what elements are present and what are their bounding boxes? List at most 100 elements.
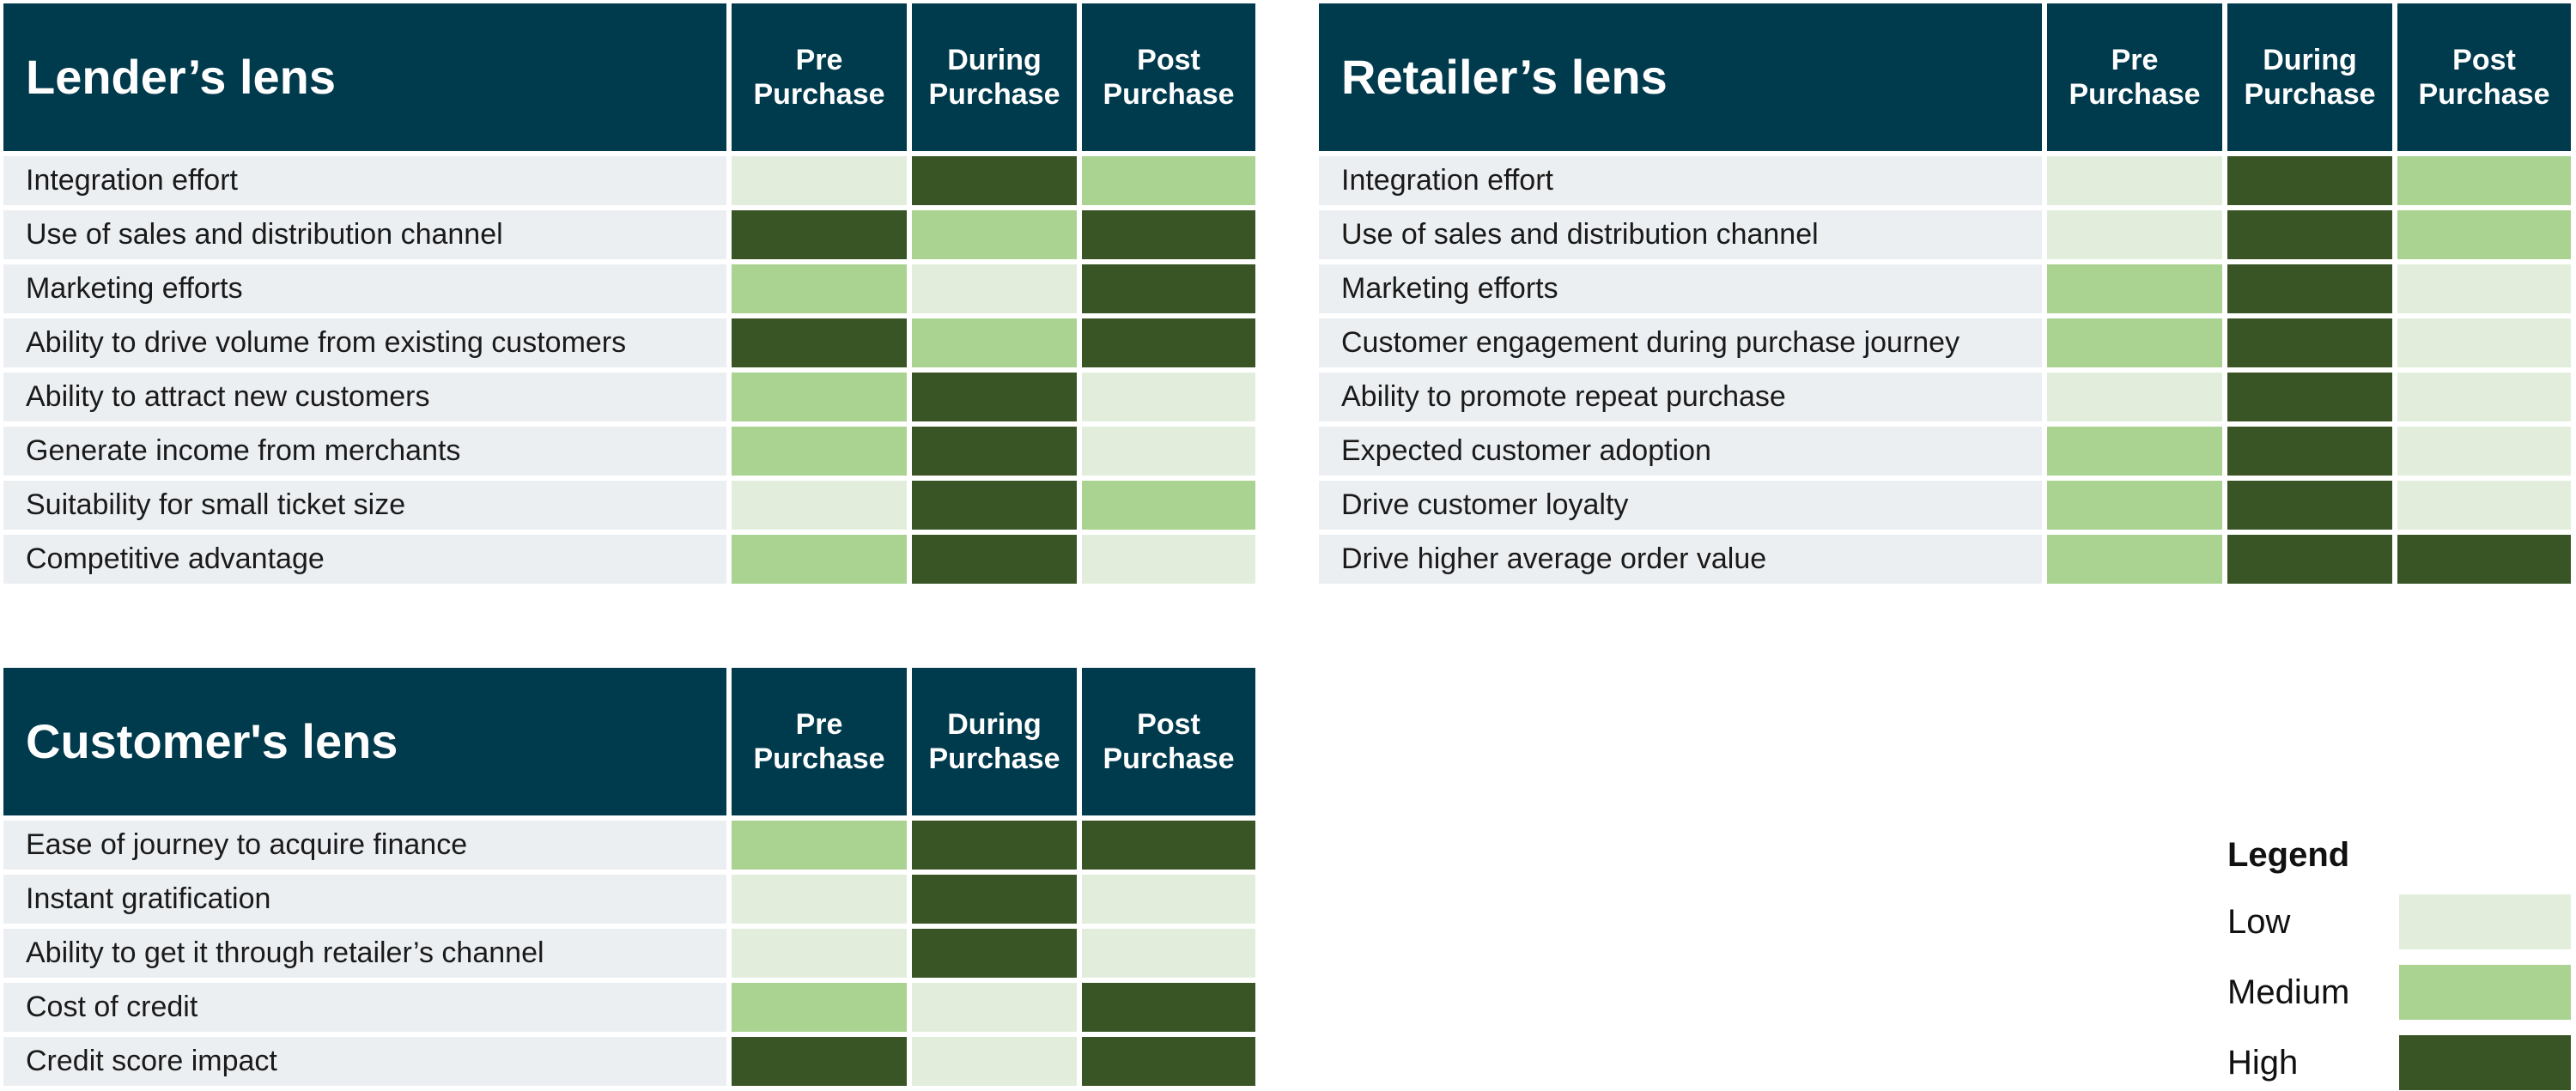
legend-items: Low Medium High — [2227, 894, 2571, 1090]
row-label: Ability to promote repeat purchase — [1319, 373, 2042, 421]
row-label: Marketing efforts — [1319, 264, 2042, 313]
legend-swatch-medium — [2399, 965, 2571, 1020]
heat-cell-pre-medium — [2047, 318, 2222, 367]
heat-cell-during-high — [912, 481, 1077, 530]
column-header-post: Post Purchase — [1082, 3, 1255, 151]
legend-item-high: High — [2227, 1035, 2571, 1090]
heat-cell-post-low — [1082, 535, 1255, 584]
heat-cell-post-medium — [1082, 156, 1255, 205]
customer-lens-grid: Customer's lens Pre Purchase During Purcha… — [3, 668, 1255, 1086]
heat-cell-pre-medium — [732, 373, 907, 421]
legend-label: High — [2227, 1043, 2299, 1082]
retailer-lens-table: Retailer’s lens Pre Purchase During Purcha… — [1319, 3, 2571, 584]
heat-cell-post-low — [2397, 318, 2571, 367]
heat-cell-pre-low — [2047, 210, 2222, 259]
row-label: Drive higher average order value — [1319, 535, 2042, 584]
heat-cell-pre-medium — [732, 983, 907, 1032]
row-label: Use of sales and distribution channel — [3, 210, 726, 259]
heat-cell-during-medium — [912, 318, 1077, 367]
heat-cell-post-high — [1082, 821, 1255, 870]
column-header-during: During Purchase — [2227, 3, 2392, 151]
heat-cell-post-low — [1082, 929, 1255, 978]
row-label: Ability to attract new customers — [3, 373, 726, 421]
heat-cell-pre-medium — [2047, 264, 2222, 313]
lender-lens-title: Lender’s lens — [3, 3, 726, 151]
heat-cell-pre-high — [732, 210, 907, 259]
legend-label: Low — [2227, 902, 2291, 941]
heat-cell-pre-low — [732, 875, 907, 924]
legend: Legend Low Medium High — [2227, 831, 2571, 1090]
heat-cell-pre-low — [2047, 373, 2222, 421]
heat-cell-pre-low — [2047, 156, 2222, 205]
row-label: Customer engagement during purchase jour… — [1319, 318, 2042, 367]
heat-cell-during-high — [2227, 427, 2392, 476]
legend-item-low: Low — [2227, 894, 2571, 949]
row-label: Drive customer loyalty — [1319, 481, 2042, 530]
row-label: Competitive advantage — [3, 535, 726, 584]
row-label: Use of sales and distribution channel — [1319, 210, 2042, 259]
heat-cell-post-medium — [1082, 481, 1255, 530]
heat-cell-post-high — [1082, 264, 1255, 313]
heat-cell-during-high — [2227, 156, 2392, 205]
heat-cell-post-high — [1082, 318, 1255, 367]
heat-cell-pre-medium — [732, 535, 907, 584]
customer-lens-table: Customer's lens Pre Purchase During Purcha… — [3, 668, 1255, 1086]
column-header-post: Post Purchase — [1082, 668, 1255, 815]
heat-cell-pre-low — [732, 929, 907, 978]
row-label: Cost of credit — [3, 983, 726, 1032]
heat-cell-post-low — [1082, 373, 1255, 421]
legend-swatch-high — [2399, 1035, 2571, 1090]
column-header-pre: Pre Purchase — [732, 3, 907, 151]
heat-cell-during-high — [2227, 210, 2392, 259]
heat-cell-pre-low — [732, 156, 907, 205]
heat-cell-post-low — [1082, 875, 1255, 924]
column-header-pre: Pre Purchase — [2047, 3, 2222, 151]
row-label: Marketing efforts — [3, 264, 726, 313]
legend-swatch-low — [2399, 894, 2571, 949]
heat-cell-pre-medium — [732, 427, 907, 476]
heat-cell-post-low — [2397, 427, 2571, 476]
heat-cell-during-medium — [912, 210, 1077, 259]
heat-cell-during-high — [2227, 264, 2392, 313]
heat-cell-pre-medium — [732, 264, 907, 313]
column-header-post: Post Purchase — [2397, 3, 2571, 151]
row-label: Generate income from merchants — [3, 427, 726, 476]
row-label: Ability to get it through retailer’s cha… — [3, 929, 726, 978]
column-header-during: During Purchase — [912, 3, 1077, 151]
row-label: Credit score impact — [3, 1037, 726, 1086]
heat-cell-pre-medium — [2047, 427, 2222, 476]
retailer-lens-title: Retailer’s lens — [1319, 3, 2042, 151]
row-label: Integration effort — [1319, 156, 2042, 205]
heat-cell-pre-high — [732, 318, 907, 367]
heat-cell-pre-medium — [2047, 535, 2222, 584]
legend-item-medium: Medium — [2227, 965, 2571, 1020]
heat-cell-post-low — [2397, 264, 2571, 313]
row-label: Instant gratification — [3, 875, 726, 924]
heat-cell-post-high — [1082, 1037, 1255, 1086]
heat-cell-post-high — [1082, 983, 1255, 1032]
heat-cell-during-high — [912, 535, 1077, 584]
heat-cell-post-low — [2397, 373, 2571, 421]
row-label: Integration effort — [3, 156, 726, 205]
heat-cell-during-high — [2227, 481, 2392, 530]
legend-title: Legend — [2227, 836, 2350, 874]
heat-cell-post-medium — [2397, 210, 2571, 259]
heat-cell-during-high — [912, 427, 1077, 476]
retailer-lens-grid: Retailer’s lens Pre Purchase During Purcha… — [1319, 3, 2571, 584]
heat-cell-during-high — [2227, 318, 2392, 367]
lender-lens-table: Lender’s lens Pre Purchase During Purchase… — [3, 3, 1255, 584]
heat-cell-during-low — [912, 1037, 1077, 1086]
heat-cell-pre-medium — [2047, 481, 2222, 530]
heat-cell-during-low — [912, 264, 1077, 313]
heat-cell-during-high — [912, 821, 1077, 870]
column-header-during: During Purchase — [912, 668, 1077, 815]
heat-cell-during-high — [2227, 373, 2392, 421]
heat-cell-pre-medium — [732, 821, 907, 870]
heat-cell-during-high — [912, 929, 1077, 978]
heat-cell-post-high — [2397, 535, 2571, 584]
heat-cell-during-high — [912, 156, 1077, 205]
heat-cell-during-low — [912, 983, 1077, 1032]
row-label: Ability to drive volume from existing cu… — [3, 318, 726, 367]
heat-cell-post-low — [2397, 481, 2571, 530]
lender-lens-grid: Lender’s lens Pre Purchase During Purchase… — [3, 3, 1255, 584]
